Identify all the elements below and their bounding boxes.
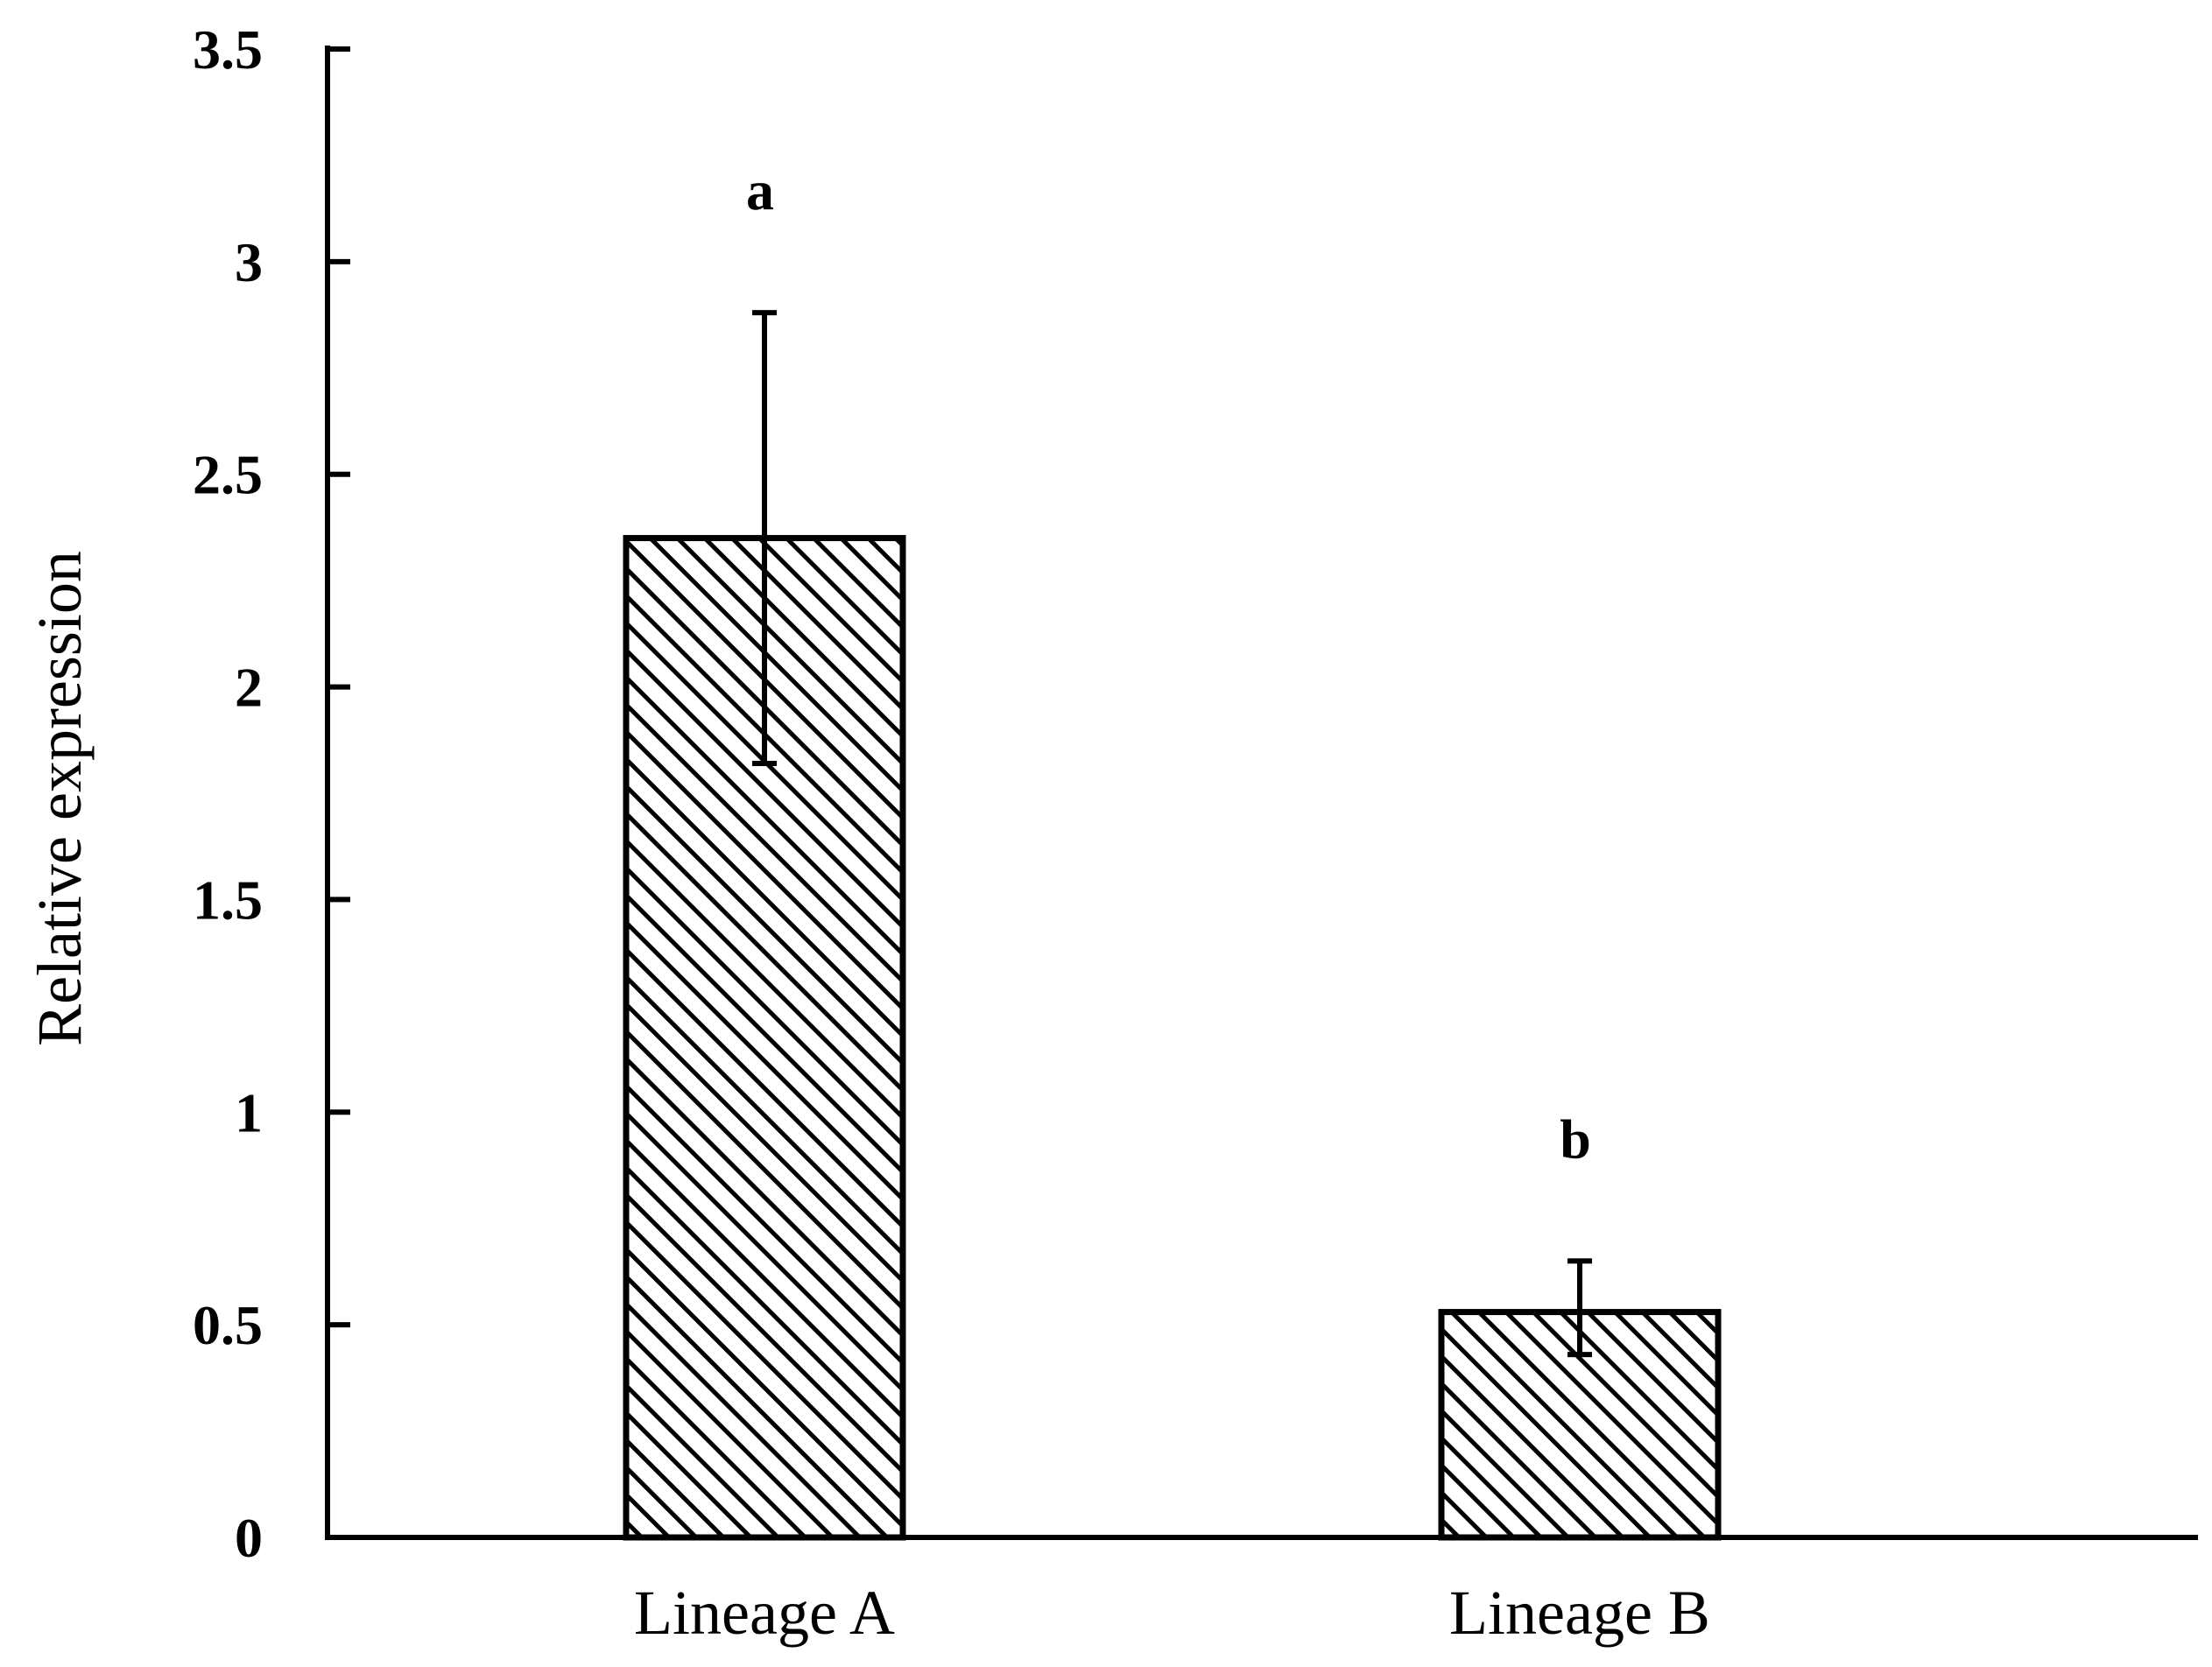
x-tick-label: Lineage B	[1449, 1578, 1710, 1648]
y-tick-label: 1	[235, 1081, 263, 1143]
y-tick-label: 2	[235, 657, 263, 719]
significance-label: b	[1560, 1108, 1591, 1170]
bar-lineage-b	[1438, 1309, 1722, 1541]
y-tick-label: 1.5	[193, 869, 263, 931]
y-tick-label: 3	[235, 231, 263, 293]
y-tick-label: 0.5	[193, 1294, 263, 1356]
significance-label: a	[746, 159, 774, 222]
y-tick-label: 2.5	[193, 444, 263, 506]
x-tick-label: Lineage A	[634, 1578, 895, 1648]
y-tick-label: 3.5	[193, 18, 263, 81]
y-axis-label: Relative expression	[25, 551, 95, 1046]
y-tick-label: 0	[235, 1507, 263, 1569]
